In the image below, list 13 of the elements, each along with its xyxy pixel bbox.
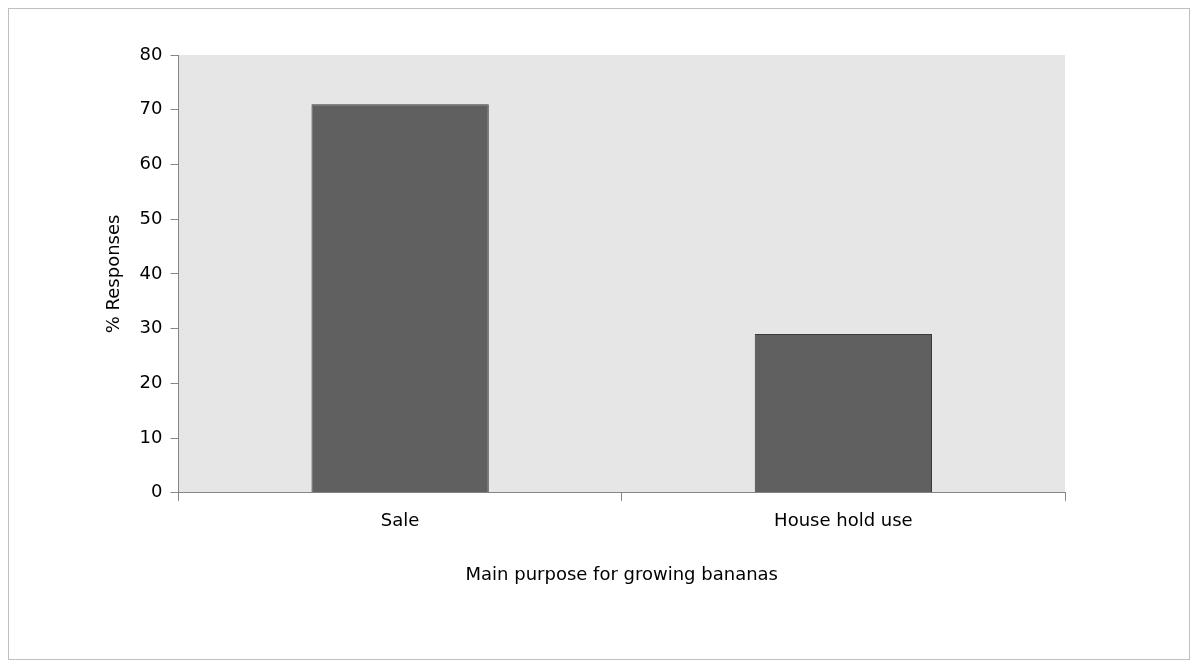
y-tick-label: 70 — [139, 97, 163, 119]
y-tick-label: 50 — [139, 206, 163, 228]
y-axis-title: % Responses — [102, 214, 124, 334]
y-tick-label: 0 — [151, 480, 163, 502]
y-tick-label: 20 — [139, 371, 163, 393]
x-tick-label: House hold use — [774, 509, 913, 531]
x-tick-label: Sale — [380, 509, 420, 531]
y-tick-label: 80 — [139, 42, 163, 64]
y-tick-label: 60 — [139, 152, 163, 174]
x-axis-title: Main purpose for growing bananas — [465, 562, 778, 584]
y-tick-label: 10 — [139, 425, 163, 447]
y-tick-label: 30 — [139, 316, 163, 338]
y-tick-label: 40 — [139, 261, 163, 283]
